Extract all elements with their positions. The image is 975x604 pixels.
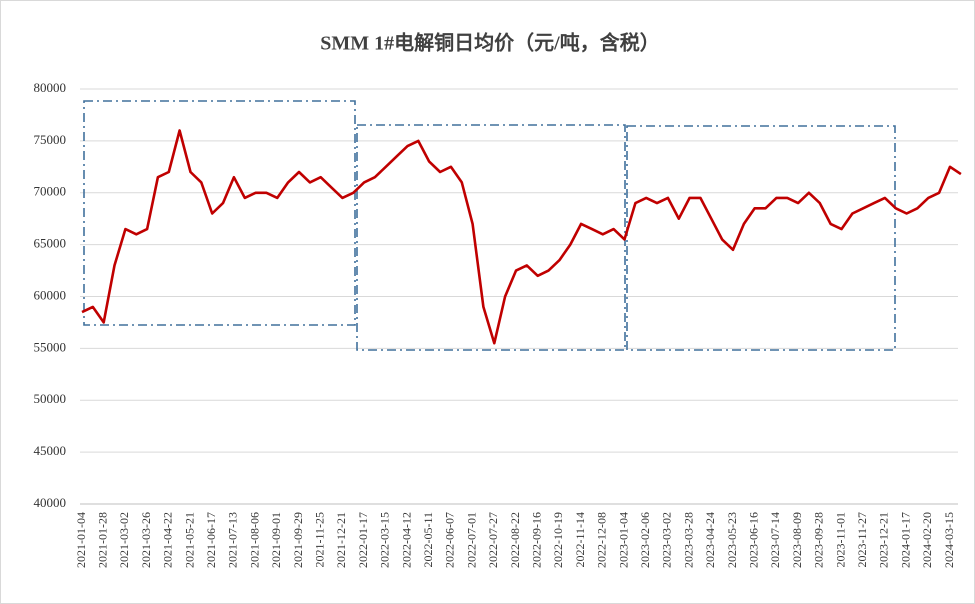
x-tick-label: 2023-11-01 [833,512,847,568]
x-tick-label: 2023-02-06 [638,512,652,568]
x-tick-label: 2021-05-21 [182,512,196,568]
x-tick-label: 2021-01-04 [74,512,88,568]
y-tick-label: 75000 [34,132,67,147]
range-box [83,100,356,326]
y-tick-label: 80000 [34,80,67,95]
price-line [81,129,962,345]
x-tick-label: 2022-06-07 [443,512,457,568]
y-tick-label: 50000 [34,391,67,406]
x-tick-label: 2023-11-27 [855,512,869,568]
x-tick-label: 2022-03-15 [378,512,392,568]
x-tick-label: 2021-06-17 [204,512,218,568]
y-tick-label: 65000 [34,236,67,251]
x-tick-label: 2021-03-26 [139,512,153,568]
x-tick-label: 2023-04-24 [703,512,717,568]
x-tick-label: 2023-12-21 [877,512,891,568]
x-tick-label: 2021-09-01 [269,512,283,568]
x-tick-label: 2022-04-12 [399,512,413,568]
x-tick-label: 2023-03-28 [681,512,695,568]
x-tick-label: 2022-09-16 [529,512,543,568]
x-tick-label: 2021-11-25 [312,512,326,568]
x-tick-label: 2021-04-22 [161,512,175,568]
x-tick-label: 2024-01-17 [898,512,912,568]
x-tick-label: 2022-07-27 [486,512,500,568]
x-tick-label: 2023-09-28 [812,512,826,568]
x-tick-label: 2023-08-09 [790,512,804,568]
x-tick-label: 2024-02-20 [920,512,934,568]
x-tick-label: 2021-08-06 [247,512,261,568]
x-tick-label: 2023-07-14 [768,512,782,568]
x-tick-label: 2023-05-23 [725,512,739,568]
y-tick-label: 40000 [34,495,67,510]
x-tick-label: 2021-09-29 [291,512,305,568]
x-tick-label: 2022-08-22 [508,512,522,568]
x-tick-label: 2021-12-21 [334,512,348,568]
y-tick-label: 55000 [34,339,67,354]
y-tick-label: 60000 [34,287,67,302]
y-tick-label: 45000 [34,443,67,458]
y-tick-label: 70000 [34,184,67,199]
x-tick-label: 2022-10-19 [551,512,565,568]
x-tick-label: 2021-03-02 [117,512,131,568]
x-tick-label: 2022-12-08 [595,512,609,568]
x-tick-label: 2023-01-04 [616,512,630,568]
x-tick-label: 2022-07-01 [464,512,478,568]
chart-title: SMM 1#电解铜日均价（元/吨，含税） [320,31,659,55]
x-tick-label: 2024-03-15 [942,512,956,568]
x-tick-label: 2023-06-16 [746,512,760,568]
x-tick-label: 2022-01-17 [356,512,370,568]
x-tick-label: 2023-03-02 [660,512,674,568]
x-tick-label: 2021-01-28 [95,512,109,568]
x-tick-label: 2022-05-11 [421,512,435,568]
x-tick-label: 2022-11-14 [573,512,587,568]
x-tick-label: 2021-07-13 [226,512,240,568]
range-box [626,125,896,351]
